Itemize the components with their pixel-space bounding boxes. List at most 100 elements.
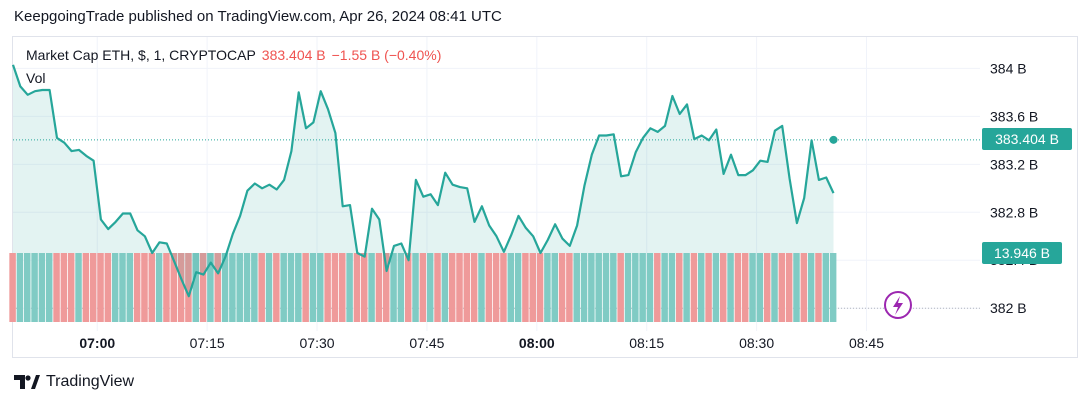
volume-bar [807,253,815,322]
x-tick-label: 08:30 [739,335,774,351]
volume-bar [785,253,793,322]
volume-bar [632,253,639,322]
volume-bar [397,253,405,322]
volume-bar [119,253,126,322]
volume-bar [771,253,778,322]
volume-bar [588,253,595,322]
volume-bar [104,253,112,322]
volume-bar [448,253,456,322]
lightning-icon[interactable] [884,291,912,319]
volume-bar [9,253,16,322]
volume-bar [390,253,397,322]
volume-bar [287,253,295,322]
volume-bar [185,253,192,322]
volume-bar [221,253,229,322]
volume-bar [668,253,676,322]
volume-bar [126,253,134,322]
volume-bar [639,253,646,322]
volume-bar [573,253,580,322]
volume-bar [89,253,97,322]
volume-bar [170,253,178,322]
volume-badge-text: 13.946 B [994,245,1050,261]
volume-bar [566,253,573,322]
x-tick-label: 07:00 [79,335,115,351]
volume-bar [719,253,727,322]
volume-bar [544,253,551,322]
volume-bar [404,253,412,322]
volume-bar [251,253,258,322]
brand[interactable]: TradingView [14,373,134,391]
volume-bar [500,253,507,322]
x-tick-label: 08:45 [849,335,884,351]
y-tick-label: 382.8 B [990,204,1038,220]
volume-bar [141,253,148,322]
volume-bar [339,253,346,322]
volume-bar [434,253,441,322]
volume-bar [324,253,331,322]
x-tick-label: 07:45 [409,335,444,351]
volume-badge: 13.946 B [982,242,1062,264]
volume-bar [229,253,236,322]
volume-bar [16,253,24,322]
volume-bar [727,253,734,322]
x-tick-label: 08:00 [519,335,555,351]
volume-bar [426,253,434,322]
volume-bar [683,253,690,322]
volume-bar [441,253,449,322]
x-tick-label: 08:15 [629,335,664,351]
y-tick-label: 383.2 B [990,156,1038,172]
volume-bar [536,253,544,322]
volume-bar [624,253,632,322]
volume-bar [734,253,742,322]
volume-bar [265,253,273,322]
volume-bar [148,253,156,322]
volume-bar [177,253,185,322]
volume-bar [31,253,38,322]
volume-bar [45,253,53,322]
volume-bar [529,253,537,322]
volume-bar [712,253,720,322]
y-tick-label: 383.6 B [990,108,1038,124]
volume-label: Vol [26,70,46,86]
volume-bar [353,253,361,322]
volume-bar [419,253,427,322]
volume-bar [67,253,75,322]
volume-bar [756,253,764,322]
volume-bar [507,253,515,322]
volume-bar [331,253,339,322]
volume-bar [741,253,749,322]
volume-bar [199,253,207,322]
volume-bar [661,253,668,322]
volume-bar [522,253,529,322]
volume-bar [470,253,478,322]
volume-bar [456,253,463,322]
volume-bar [382,253,390,322]
volume-bar [514,253,522,322]
volume-bar [273,253,280,322]
volume-bar [243,253,251,322]
chart-frame[interactable] [12,36,1078,358]
volume-bar [375,253,383,322]
volume-bar [317,253,324,322]
y-tick-label: 382 B [990,300,1027,316]
brand-name: TradingView [46,373,135,390]
published-header: KeepgoingTrade published on TradingView.… [14,8,502,25]
volume-bar [82,253,90,322]
last-price-dot [829,135,838,144]
volume-bar [485,253,493,322]
volume-bar [822,253,830,322]
volume-bar [53,253,60,322]
price-badge-text: 383.404 B [995,131,1059,147]
volume-bar [654,253,661,322]
volume-bar [580,253,588,322]
price-line [11,64,835,298]
volume-bar [60,253,68,322]
volume-bar [463,253,471,322]
legend-price: 383.404 B [261,47,326,63]
volume-bar [192,253,200,322]
volume-bar [595,253,602,322]
volume-bar [309,253,317,322]
volume-bar [280,253,287,322]
legend-change: −1.55 B (−0.40%) [331,47,442,63]
